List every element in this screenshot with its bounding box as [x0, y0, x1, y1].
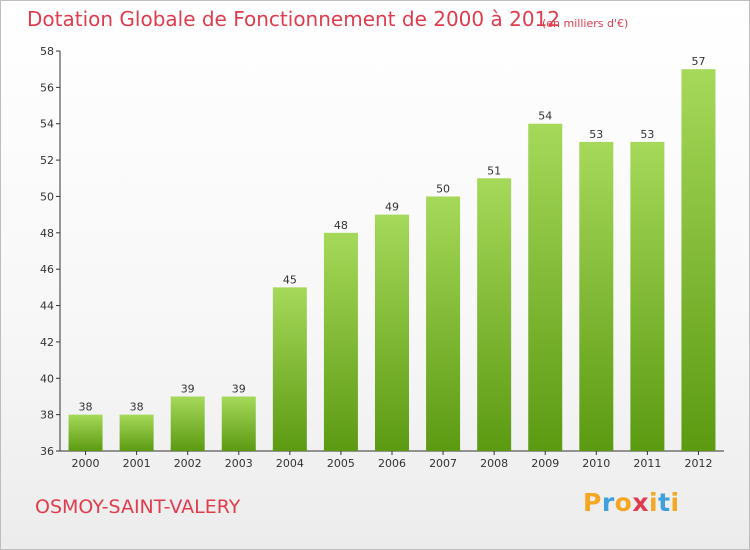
- data-label: 54: [538, 110, 552, 123]
- logo-letter: i: [670, 488, 680, 517]
- chart-axes: 36 38 40 42 44 46 48 50 52 54 56 58: [40, 45, 724, 458]
- logo-letter: r: [601, 488, 615, 517]
- logo-letter: i: [649, 488, 659, 517]
- chart-labels: 2000 38 2001 38 2002 39 2003 39 2004 45 2005 48 2006…: [72, 55, 713, 470]
- data-label: 39: [232, 382, 246, 395]
- x-tick-label: 2004: [276, 457, 304, 470]
- y-tick-label: 36: [40, 445, 54, 458]
- unit-note: (en milliers d'€): [542, 17, 629, 30]
- data-label: 57: [691, 55, 705, 68]
- x-tick-label: 2012: [684, 457, 712, 470]
- y-tick-label: 40: [40, 372, 54, 385]
- x-tick-label: 2008: [480, 457, 508, 470]
- logo-letter: x: [632, 488, 649, 517]
- logo-letter: o: [614, 488, 633, 517]
- y-tick-label: 44: [40, 300, 54, 313]
- bar: [170, 396, 205, 451]
- y-tick-label: 46: [40, 263, 54, 276]
- chart-title: Dotation Globale de Fonctionnement de 20…: [27, 7, 560, 31]
- y-tick-label: 38: [40, 409, 54, 422]
- commune-name: OSMOY-SAINT-VALERY: [35, 496, 241, 518]
- proxiti-logo: Proxiti: [583, 488, 680, 517]
- bar: [221, 396, 256, 451]
- data-label: 45: [283, 273, 297, 286]
- logo-letter: P: [583, 488, 602, 517]
- data-label: 39: [181, 382, 195, 395]
- x-tick-label: 2002: [174, 457, 202, 470]
- y-tick-label: 58: [40, 45, 54, 58]
- bar: [68, 414, 103, 451]
- y-tick-label: 54: [40, 118, 54, 131]
- data-label: 38: [130, 401, 144, 414]
- bar: [272, 287, 307, 451]
- x-tick-label: 2007: [429, 457, 457, 470]
- y-tick-label: 52: [40, 154, 54, 167]
- y-tick-label: 56: [40, 81, 54, 94]
- bar: [630, 141, 665, 451]
- bar: [426, 196, 461, 451]
- bar: [528, 123, 563, 452]
- y-tick-label: 48: [40, 227, 54, 240]
- x-tick-label: 2005: [327, 457, 355, 470]
- y-tick-label: 42: [40, 336, 54, 349]
- x-tick-label: 2006: [378, 457, 406, 470]
- x-tick-label: 2011: [633, 457, 661, 470]
- bar: [119, 414, 154, 451]
- x-tick-label: 2010: [582, 457, 610, 470]
- data-label: 38: [79, 401, 93, 414]
- chart-bars: [68, 69, 716, 452]
- x-tick-label: 2009: [531, 457, 559, 470]
- logo-letter: t: [658, 488, 671, 517]
- bar: [579, 141, 614, 451]
- data-label: 51: [487, 164, 501, 177]
- y-tick-label: 50: [40, 190, 54, 203]
- x-tick-label: 2000: [72, 457, 100, 470]
- data-label: 53: [640, 128, 654, 141]
- bar: [477, 178, 512, 452]
- x-tick-label: 2003: [225, 457, 253, 470]
- bar: [681, 69, 716, 451]
- x-tick-label: 2001: [123, 457, 151, 470]
- data-label: 50: [436, 182, 450, 195]
- bar: [323, 232, 358, 451]
- data-label: 48: [334, 219, 348, 232]
- data-label: 53: [589, 128, 603, 141]
- bar: [375, 214, 409, 451]
- data-label: 49: [385, 201, 399, 214]
